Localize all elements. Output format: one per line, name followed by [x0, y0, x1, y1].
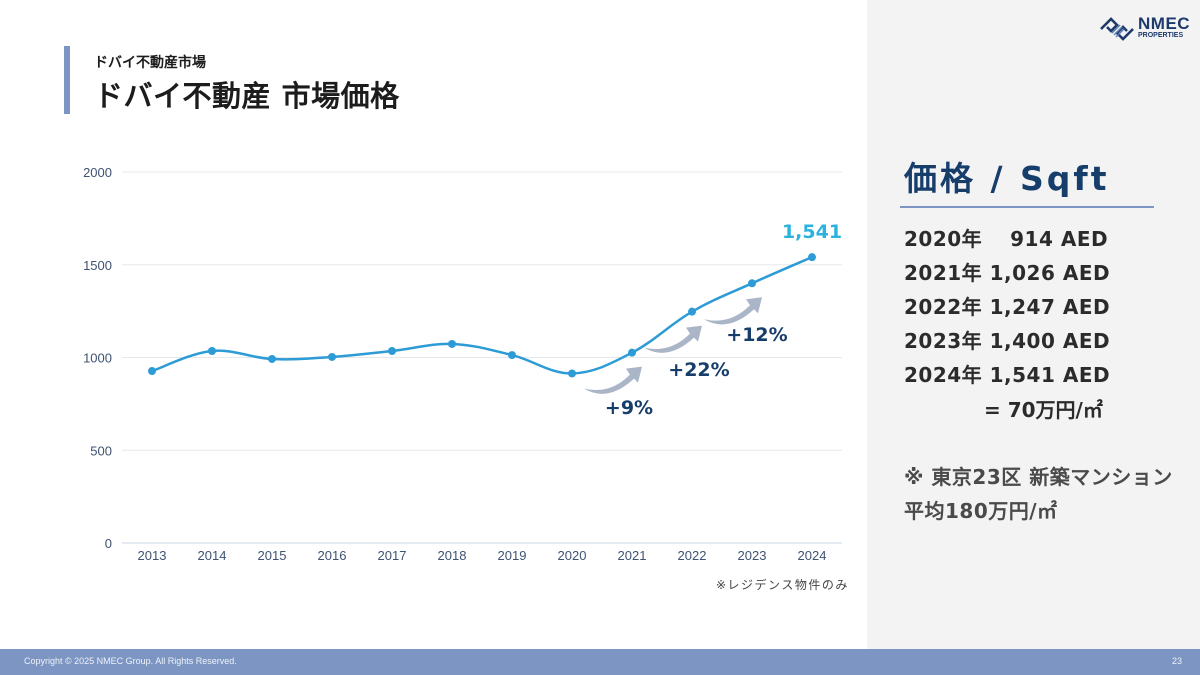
growth-arrow-icon — [584, 366, 642, 394]
tokyo-comparison: ※ 東京23区 新築マンション 平均180万円/㎡ — [904, 460, 1173, 528]
price-divider — [900, 206, 1154, 208]
page-number: 23 — [1172, 656, 1183, 666]
data-point — [208, 347, 216, 356]
price-list: 2020年 914 AED 2021年 1,026 AED 2022年 1,24… — [904, 224, 1110, 394]
x-tick-label: 2020 — [558, 548, 587, 563]
title-accent-bar — [64, 46, 70, 114]
y-tick-label: 0 — [105, 536, 112, 551]
chart-footnote: ※レジデンス物件のみ — [716, 578, 849, 592]
x-tick-label: 2021 — [618, 548, 647, 563]
data-point — [748, 279, 756, 288]
price-conversion: = 70万円/㎡ — [984, 398, 1103, 422]
y-tick-label: 2000 — [83, 165, 112, 180]
footer-bar — [0, 649, 1200, 675]
tokyo-line-1: ※ 東京23区 新築マンション — [904, 465, 1173, 489]
y-tick-label: 500 — [90, 443, 112, 458]
price-row-2021: 2021年 1,026 AED — [904, 261, 1111, 285]
x-tick-label: 2019 — [498, 548, 527, 563]
price-row-2024: 2024年 1,541 AED — [904, 363, 1111, 387]
side-panel — [867, 0, 1200, 649]
x-tick-label: 2013 — [138, 548, 167, 563]
growth-arrow-icon — [704, 297, 762, 325]
price-line-chart: 0 500 1000 1500 2000 2013 2014 2015 2016 2017 2018… — [83, 165, 842, 563]
data-point — [388, 347, 396, 356]
data-point — [628, 348, 636, 357]
logo-subtitle: PROPERTIES — [1138, 32, 1184, 39]
growth-label: +12% — [726, 324, 787, 346]
x-tick-label: 2016 — [318, 548, 347, 563]
nmec-diamond-logo-icon — [1100, 17, 1134, 41]
x-tick-label: 2015 — [258, 548, 287, 563]
data-point — [568, 369, 576, 378]
page-subtitle: ドバイ不動産市場 — [94, 55, 206, 71]
copyright: Copyright © 2025 NMEC Group. All Rights … — [24, 656, 237, 666]
price-row-2023: 2023年 1,400 AED — [904, 329, 1111, 353]
price-row-2020: 2020年 914 AED — [904, 227, 1109, 251]
data-point — [508, 351, 516, 360]
price-row-2022: 2022年 1,247 AED — [904, 295, 1111, 319]
chart-area — [0, 0, 867, 649]
growth-label: +22% — [668, 359, 729, 381]
price-heading: 価格 / Sqft — [904, 159, 1110, 198]
x-tick-label: 2014 — [198, 548, 227, 563]
tokyo-line-2: 平均180万円/㎡ — [904, 499, 1058, 523]
series-line — [151, 255, 813, 375]
x-tick-label: 2024 — [798, 548, 827, 563]
x-tick-label: 2017 — [378, 548, 407, 563]
growth-arrow-icon — [644, 325, 702, 353]
x-tick-label: 2018 — [438, 548, 467, 563]
x-tick-label: 2022 — [678, 548, 707, 563]
y-tick-label: 1500 — [83, 258, 112, 273]
y-tick-label: 1000 — [83, 351, 112, 366]
last-value-label: 1,541 — [782, 221, 842, 243]
data-point — [268, 354, 276, 363]
data-point — [148, 367, 156, 376]
data-point — [448, 339, 456, 348]
x-tick-label: 2023 — [738, 548, 767, 563]
data-point — [808, 253, 816, 262]
logo-name: NMEC — [1138, 14, 1191, 33]
data-point — [328, 352, 336, 361]
growth-label: +9% — [605, 397, 653, 419]
page-title: ドバイ不動産 市場価格 — [94, 79, 400, 113]
data-point — [688, 307, 696, 316]
